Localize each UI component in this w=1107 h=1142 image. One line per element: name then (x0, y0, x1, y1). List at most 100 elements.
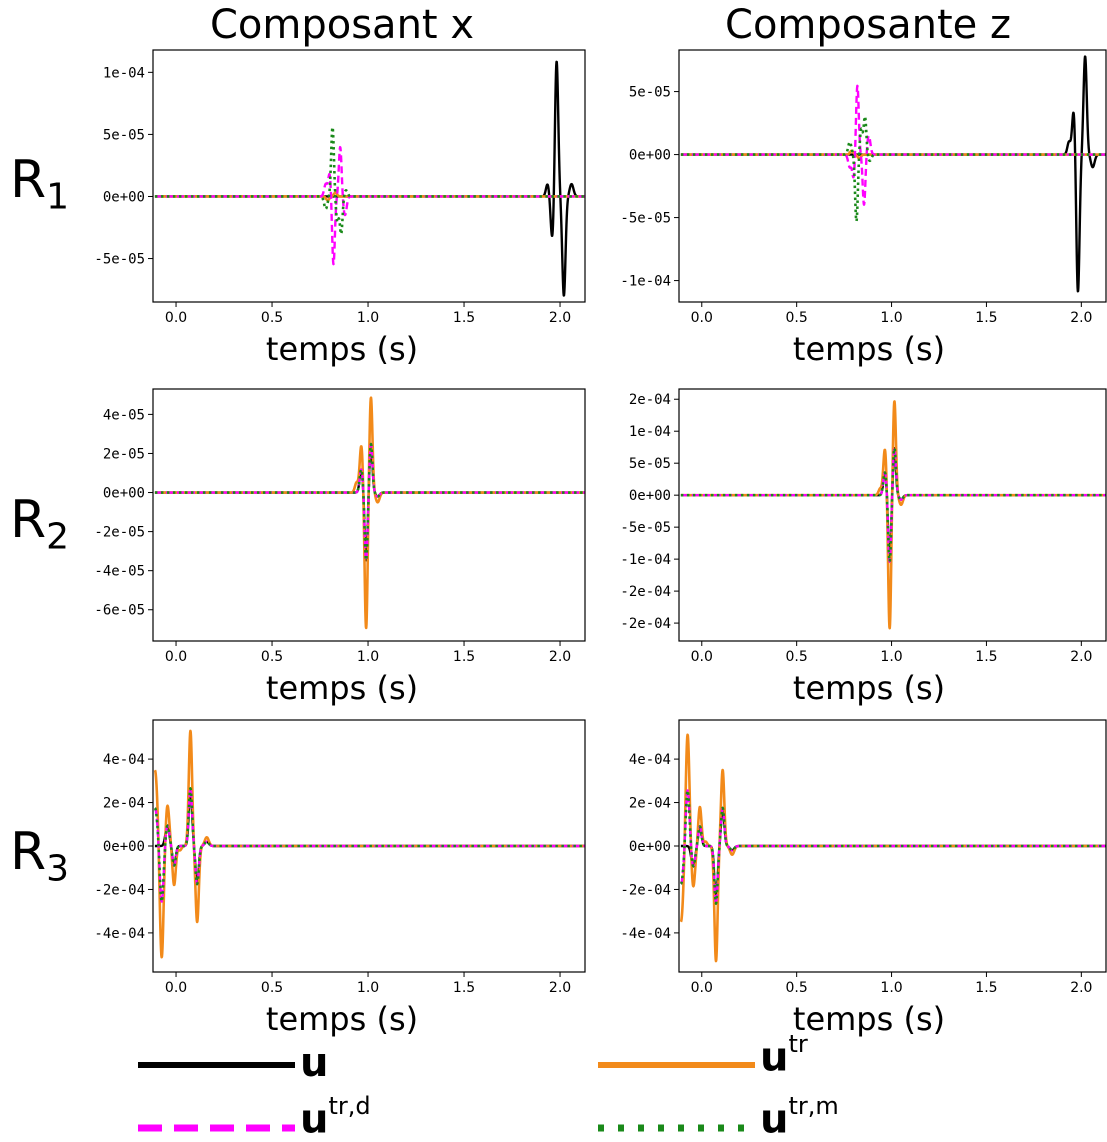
x-tick-label: 2.0 (549, 310, 571, 326)
y-tick-label: 5e-05 (629, 456, 671, 472)
x-tick-label: 0.0 (165, 310, 187, 326)
x-tick-label: 2.0 (549, 980, 571, 996)
legend-label-utr: utr (760, 1030, 808, 1081)
column-title-z: Composante z (725, 2, 1011, 48)
y-tick-label: -4e-04 (94, 926, 145, 942)
y-tick-label: -2e-04 (620, 882, 671, 898)
series-line-utr (153, 729, 587, 959)
y-tick-label: 4e-04 (629, 752, 671, 768)
series-line-utr (679, 733, 1107, 963)
x-tick-label: 1.5 (453, 980, 475, 996)
x-tick-label: 0.5 (261, 649, 283, 665)
y-tick-label: -5e-05 (94, 252, 145, 268)
plot-frame (152, 49, 586, 303)
x-tick-label: 1.0 (880, 310, 902, 326)
legend-label-u: u (300, 1040, 328, 1086)
y-tick-label: 0e+00 (629, 148, 671, 164)
y-tick-label: -4e-04 (620, 926, 671, 942)
y-tick-label: 1e-04 (629, 424, 671, 440)
plot-frame (678, 388, 1107, 642)
x-axis-label-r1c2: temps (s) (792, 330, 946, 368)
y-tick-label: 0e+00 (629, 488, 671, 504)
x-tick-label: 1.0 (357, 980, 379, 996)
y-tick-label: -6e-05 (94, 603, 145, 619)
x-axis-label-r3c2: temps (s) (792, 1000, 946, 1038)
x-tick-label: 0.0 (691, 980, 713, 996)
legend-main: u (300, 1096, 329, 1142)
x-axis-label-r1c1: temps (s) (265, 330, 419, 368)
row-label-sub: 1 (46, 176, 70, 218)
chart-panel-r3c1: 0.0 0.5 1.0 1.5 2.0 -4e-04 -2e-04 0e+00 2e-04 4e-… (94, 719, 587, 996)
row-label-r2: R2 (10, 490, 69, 557)
series-line-u (153, 60, 586, 297)
legend-main: u (300, 1040, 329, 1086)
x-tick-label: 1.0 (880, 649, 902, 665)
series-line-utrm (679, 115, 1107, 223)
y-tick-label: -2e-04 (620, 584, 671, 600)
y-tick-label: 0e+00 (629, 839, 671, 855)
chart-panel-r3c2: 0.0 0.5 1.0 1.5 2.0 -4e-04 -2e-04 0e+00 2e-04 4e-… (620, 719, 1107, 996)
y-tick-label: -2e-04 (620, 616, 671, 632)
y-tick-label: -2e-05 (94, 525, 145, 541)
x-tick-label: 0.0 (691, 310, 713, 326)
x-tick-label: 2.0 (1070, 310, 1092, 326)
x-tick-label: 2.0 (1070, 649, 1092, 665)
y-tick-label: 4e-05 (103, 407, 145, 423)
x-tick-label: 1.5 (453, 649, 475, 665)
series-line-u (679, 806, 1107, 905)
y-tick-label: 5e-05 (103, 127, 145, 143)
plot-frame (152, 388, 586, 642)
x-axis-label-r2c2: temps (s) (792, 669, 946, 707)
x-tick-label: 1.0 (357, 649, 379, 665)
chart-panel-r1c1: 0.0 0.5 1.0 1.5 2.0 -5e-05 0e+00 5e-05 1e-04 (94, 49, 587, 326)
y-tick-label: -1e-04 (620, 552, 671, 568)
legend-main: u (760, 1096, 789, 1142)
legend-main: u (760, 1034, 789, 1081)
x-tick-label: 0.0 (691, 649, 713, 665)
x-tick-label: 1.5 (453, 310, 475, 326)
series-line-utrd (153, 145, 586, 266)
x-tick-label: 1.0 (880, 980, 902, 996)
series-line-u (679, 55, 1107, 293)
chart-panel-r1c2: 0.0 0.5 1.0 1.5 2.0 -1e-04 -5e-05 0e+00 5e-05 (620, 49, 1107, 326)
x-tick-label: 1.5 (975, 310, 997, 326)
legend-label-utrd: utr,d (300, 1092, 371, 1142)
plot-frame (678, 49, 1107, 303)
series-line-utrm (679, 446, 1107, 563)
plot-frame (152, 719, 586, 973)
series-line-u (153, 787, 586, 886)
x-tick-label: 0.5 (786, 980, 808, 996)
series-line-utr (153, 396, 587, 630)
y-tick-label: -4e-05 (94, 564, 145, 580)
y-tick-label: -2e-04 (94, 882, 145, 898)
x-tick-label: 0.0 (165, 649, 187, 665)
x-tick-label: 0.5 (261, 980, 283, 996)
y-tick-label: 2e-05 (103, 446, 145, 462)
x-tick-label: 2.0 (549, 649, 571, 665)
row-label-r3: R3 (10, 822, 69, 889)
x-axis-label-r2c1: temps (s) (265, 669, 419, 707)
series-line-utrm (679, 789, 1107, 905)
chart-panel-r2c1: 0.0 0.5 1.0 1.5 2.0 -6e-05 -4e-05 -2e-05 0e+00 2e… (94, 388, 587, 665)
column-title-x: Composant x (209, 2, 474, 48)
row-label-sub: 2 (46, 516, 70, 558)
x-axis-label-r3c1: temps (s) (265, 1000, 419, 1038)
series-line-utrm (153, 442, 587, 562)
series-line-utrm (153, 125, 587, 236)
y-tick-label: 1e-04 (103, 65, 145, 81)
row-label-main: R (10, 822, 47, 882)
y-tick-label: 0e+00 (103, 486, 145, 502)
x-tick-label: 0.0 (165, 980, 187, 996)
legend-swatches (138, 1062, 755, 1132)
series-line-utrd (679, 447, 1107, 563)
x-tick-label: 1.5 (975, 980, 997, 996)
y-tick-label: 0e+00 (103, 189, 145, 205)
y-tick-label: -5e-05 (620, 211, 671, 227)
y-tick-label: 4e-04 (103, 752, 145, 768)
y-tick-label: -1e-04 (620, 274, 671, 290)
x-tick-label: 2.0 (1070, 980, 1092, 996)
row-label-main: R (10, 490, 47, 550)
x-tick-label: 0.5 (786, 649, 808, 665)
plot-frame (678, 719, 1107, 973)
